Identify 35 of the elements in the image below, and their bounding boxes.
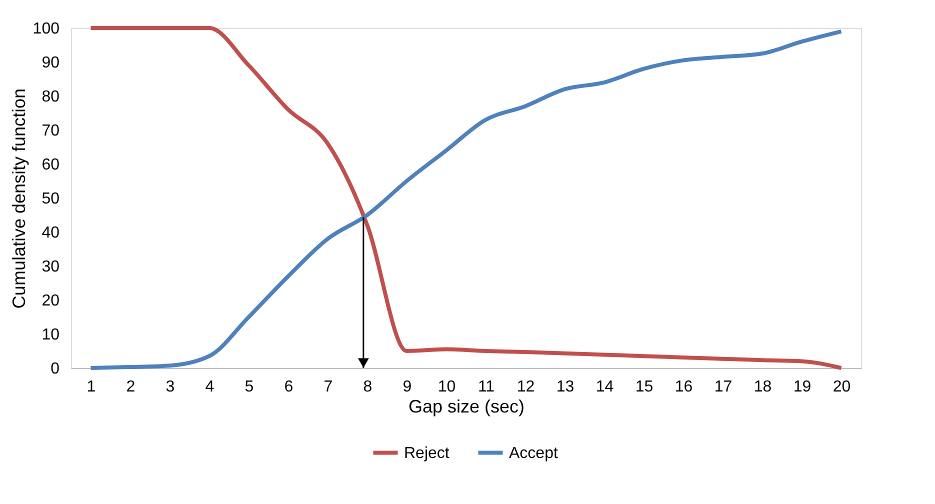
y-axis-title: Cumulative density function [8, 88, 29, 309]
y-tick-label: 50 [42, 190, 60, 208]
x-tick-label: 17 [714, 378, 732, 396]
y-tick-label: 80 [42, 88, 60, 106]
x-tick-label: 4 [205, 378, 214, 396]
x-tick-label: 1 [86, 378, 96, 396]
x-tick-label: 18 [754, 378, 772, 396]
x-tick-label: 13 [556, 378, 574, 396]
y-tick-label: 40 [42, 224, 60, 242]
legend-label: Accept [509, 444, 558, 462]
x-tick-label: 16 [674, 378, 693, 396]
x-tick-label: 15 [635, 378, 654, 396]
x-tick-label: 3 [166, 378, 175, 396]
x-tick-label: 10 [438, 378, 456, 396]
x-tick-label: 7 [324, 378, 333, 396]
x-tick-label: 20 [832, 378, 851, 396]
x-tick-label: 8 [363, 378, 372, 396]
x-axis-title: Gap size (sec) [408, 396, 525, 416]
x-tick-label: 9 [402, 378, 412, 396]
x-tick-label: 11 [478, 378, 495, 396]
y-tick-label: 100 [32, 20, 60, 38]
x-tick-label: 14 [596, 378, 614, 396]
y-tick-label: 30 [42, 258, 60, 276]
y-tick-label: 0 [50, 360, 60, 378]
x-tick-label: 2 [126, 378, 136, 396]
x-tick-label: 19 [793, 378, 812, 396]
y-tick-label: 60 [42, 156, 60, 174]
x-tick-label: 6 [284, 378, 294, 396]
y-tick-label: 20 [42, 292, 60, 310]
x-tick-label: 12 [516, 378, 535, 396]
y-tick-label: 70 [42, 122, 60, 140]
x-tick-label: 5 [244, 378, 254, 396]
legend-label: Reject [404, 444, 450, 462]
y-tick-label: 10 [42, 326, 60, 344]
y-tick-label: 90 [42, 54, 60, 72]
